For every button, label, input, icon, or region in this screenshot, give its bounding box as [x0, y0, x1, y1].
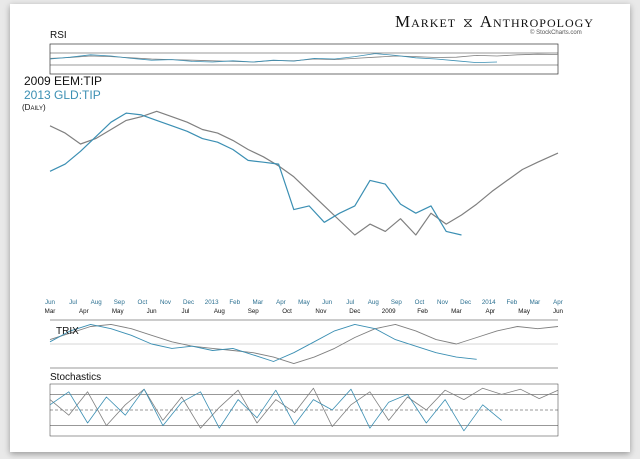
axis-top-tick-12: Jun: [322, 299, 333, 306]
axis-top-tick-3: Sep: [114, 299, 126, 306]
legend-period: (Daily): [22, 103, 46, 112]
axis-bottom-tick-12: Mar: [451, 308, 462, 315]
axis-top-tick-22: Apr: [553, 299, 563, 306]
legend-series-2013: 2013 GLD:TIP: [24, 88, 101, 102]
price-line-2013: [49, 112, 462, 236]
axis-bottom-tick-11: Feb: [417, 308, 428, 315]
axis-top-tick-5: Nov: [160, 299, 172, 306]
axis-bottom-tick-9: Dec: [349, 308, 360, 315]
stoch-line-2013: [49, 388, 502, 432]
rsi-frame: [49, 43, 559, 75]
dna-icon: ⧖: [462, 16, 474, 31]
axis-bottom-tick-14: May: [518, 308, 531, 315]
brand-name-right: Anthropology: [479, 12, 594, 31]
rsi-label: RSI: [50, 30, 67, 41]
axis-bottom-tick-8: Nov: [315, 308, 327, 315]
chart-canvas: Jun Jul Aug Sep Oct Nov Dec 2013 Feb Mar Apr May Jun…: [45, 43, 564, 437]
axis-bottom-tick-4: Jul: [182, 308, 190, 315]
axis-top-tick-1: Jul: [69, 299, 77, 306]
axis-bottom-tick-3: Jun: [147, 308, 158, 315]
axis-top-tick-10: Apr: [276, 299, 286, 306]
axis-top-tick-14: Aug: [368, 299, 380, 306]
axis-top-tick-15: Sep: [391, 299, 403, 306]
axis-bottom-tick-15: Jun: [553, 308, 564, 315]
trix-line-2013: [49, 323, 477, 362]
axis-top-tick-7: 2013: [205, 299, 219, 306]
axis-top-tick-13: Jul: [346, 299, 354, 306]
axis-top-tick-11: May: [298, 299, 311, 306]
axis-bottom-tick-5: Aug: [214, 308, 226, 315]
axis-top-tick-16: Oct: [415, 299, 425, 306]
brand-title: Market ⧖ Anthropology: [395, 12, 594, 32]
axis-top-tick-4: Oct: [138, 299, 148, 306]
rsi-line-2013: [49, 53, 498, 63]
axis-top-tick-8: Feb: [229, 299, 240, 306]
axis-top-tick-6: Dec: [183, 299, 194, 306]
axis-bottom-tick-6: Sep: [248, 308, 260, 315]
axis-top-tick-0: Jun: [45, 299, 56, 306]
stochastics-label: Stochastics: [50, 372, 102, 383]
axis-top-tick-9: Mar: [252, 299, 263, 306]
axis-bottom-tick-1: Apr: [79, 308, 89, 315]
axis-top-tick-2: Aug: [91, 299, 103, 306]
axis-top-tick-17: Nov: [437, 299, 449, 306]
axis-top-tick-20: Feb: [506, 299, 517, 306]
legend-series-2009: 2009 EEM:TIP: [24, 74, 103, 88]
axis-bottom-tick-2: May: [112, 308, 125, 315]
price-line-2009: [49, 110, 559, 236]
axis-bottom-tick-13: Apr: [485, 308, 495, 315]
axis-bottom-tick-7: Oct: [282, 308, 292, 315]
chart-card: Jun Jul Aug Sep Oct Nov Dec 2013 Feb Mar Apr May Jun…: [10, 4, 630, 452]
axis-top-tick-21: Mar: [530, 299, 541, 306]
axis-top-tick-19: 2014: [482, 299, 496, 306]
trix-label: TRIX: [56, 326, 79, 337]
stoch-line-2009: [49, 387, 559, 429]
axis-bottom-tick-10: 2009: [382, 308, 396, 315]
brand-name-left: Market: [395, 12, 457, 31]
axis-bottom-tick-0: Mar: [45, 308, 56, 315]
brand-source: © StockCharts.com: [530, 30, 582, 36]
axis-top-tick-18: Dec: [460, 299, 471, 306]
trix-line-2009: [49, 323, 559, 365]
